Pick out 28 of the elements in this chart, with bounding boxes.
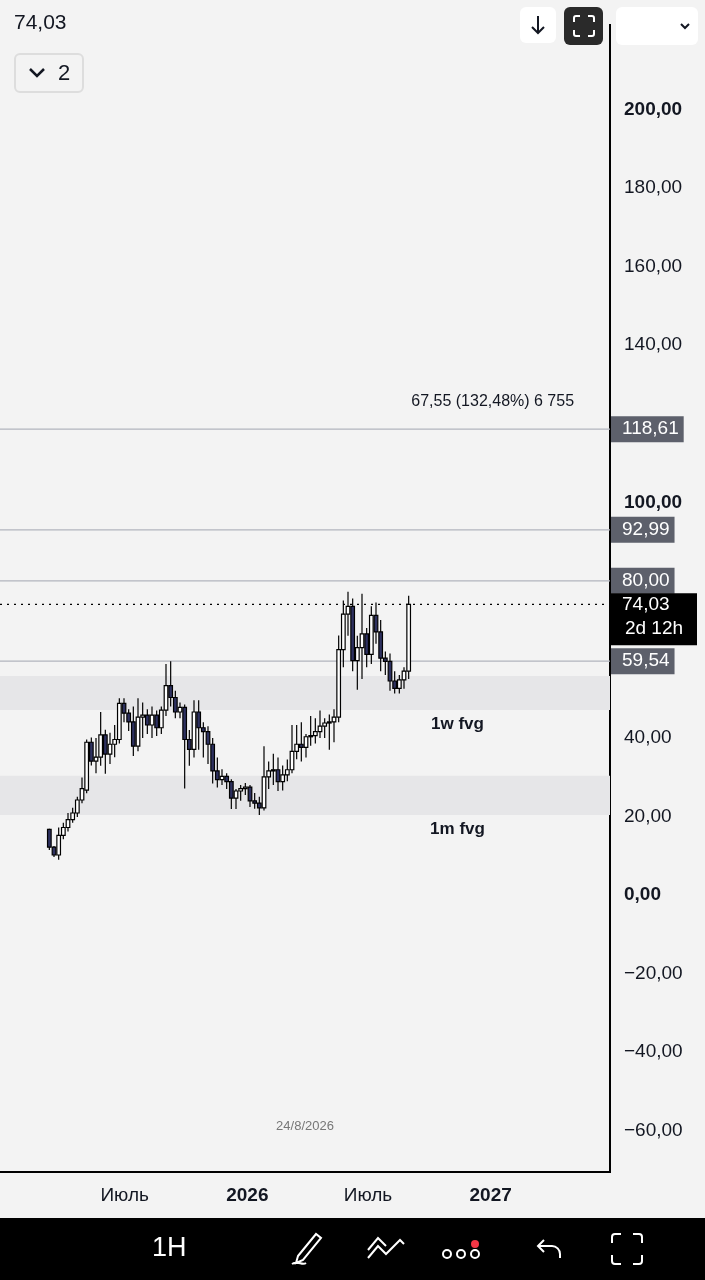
y-tick-label: 200,00 <box>624 97 683 119</box>
ref-line-label: 74,03 <box>622 592 670 614</box>
y-tick-label: −60,00 <box>624 1118 683 1140</box>
y-tick-label: 140,00 <box>624 333 683 355</box>
annotation: 24/8/2026 <box>275 1118 335 1133</box>
x-tick-label: 2027 <box>469 1183 512 1205</box>
y-tick-label: 40,00 <box>624 726 672 748</box>
annotation: 67,55 (132,48%) 6 755 <box>411 391 575 409</box>
y-tick-label: −40,00 <box>624 1040 683 1062</box>
y-tick-label: 100,00 <box>624 490 683 512</box>
band-label: 1m fvg <box>430 819 485 839</box>
x-tick-label: 2026 <box>226 1183 269 1205</box>
text: 1H <box>152 1232 187 1263</box>
y-tick-label: 180,00 <box>624 176 683 198</box>
annotation: 2 <box>57 60 71 86</box>
y-tick-label: 160,00 <box>624 254 683 276</box>
y-tick-label: −20,00 <box>624 961 683 983</box>
annotation: 74,03 <box>14 10 67 34</box>
ref-line-label: 92,99 <box>622 518 670 540</box>
ref-line-label: 118,61 <box>622 417 679 439</box>
x-tick-label: Июль <box>343 1183 393 1205</box>
band-label: 1w fvg <box>431 714 484 734</box>
y-tick-label: 20,00 <box>624 804 672 826</box>
y-tick-label: 0,00 <box>624 883 661 905</box>
ref-line-label: 59,54 <box>622 649 670 671</box>
ref-line-label: 80,00 <box>622 569 670 591</box>
x-tick-label: Июль <box>100 1183 149 1205</box>
text: 2d 12h <box>623 617 685 639</box>
